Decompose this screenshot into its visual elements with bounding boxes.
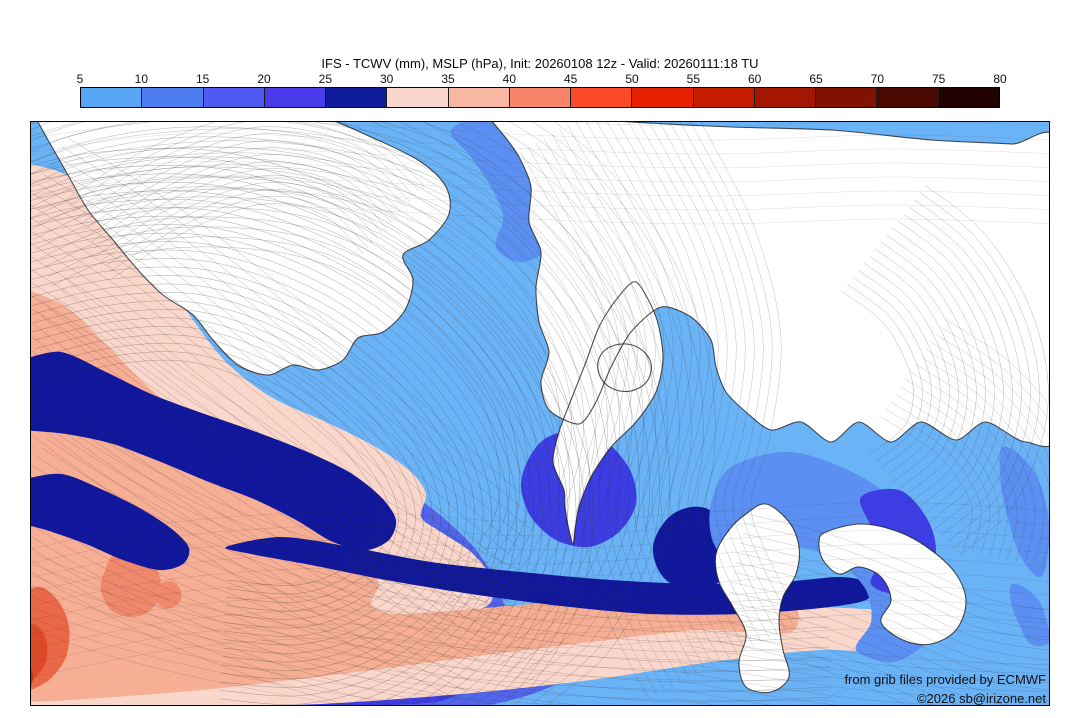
svg-text:©2026 sb@irizone.net: ©2026 sb@irizone.net [917,691,1046,706]
svg-text:from grib files provided by EC: from grib files provided by ECMWF [844,672,1046,687]
